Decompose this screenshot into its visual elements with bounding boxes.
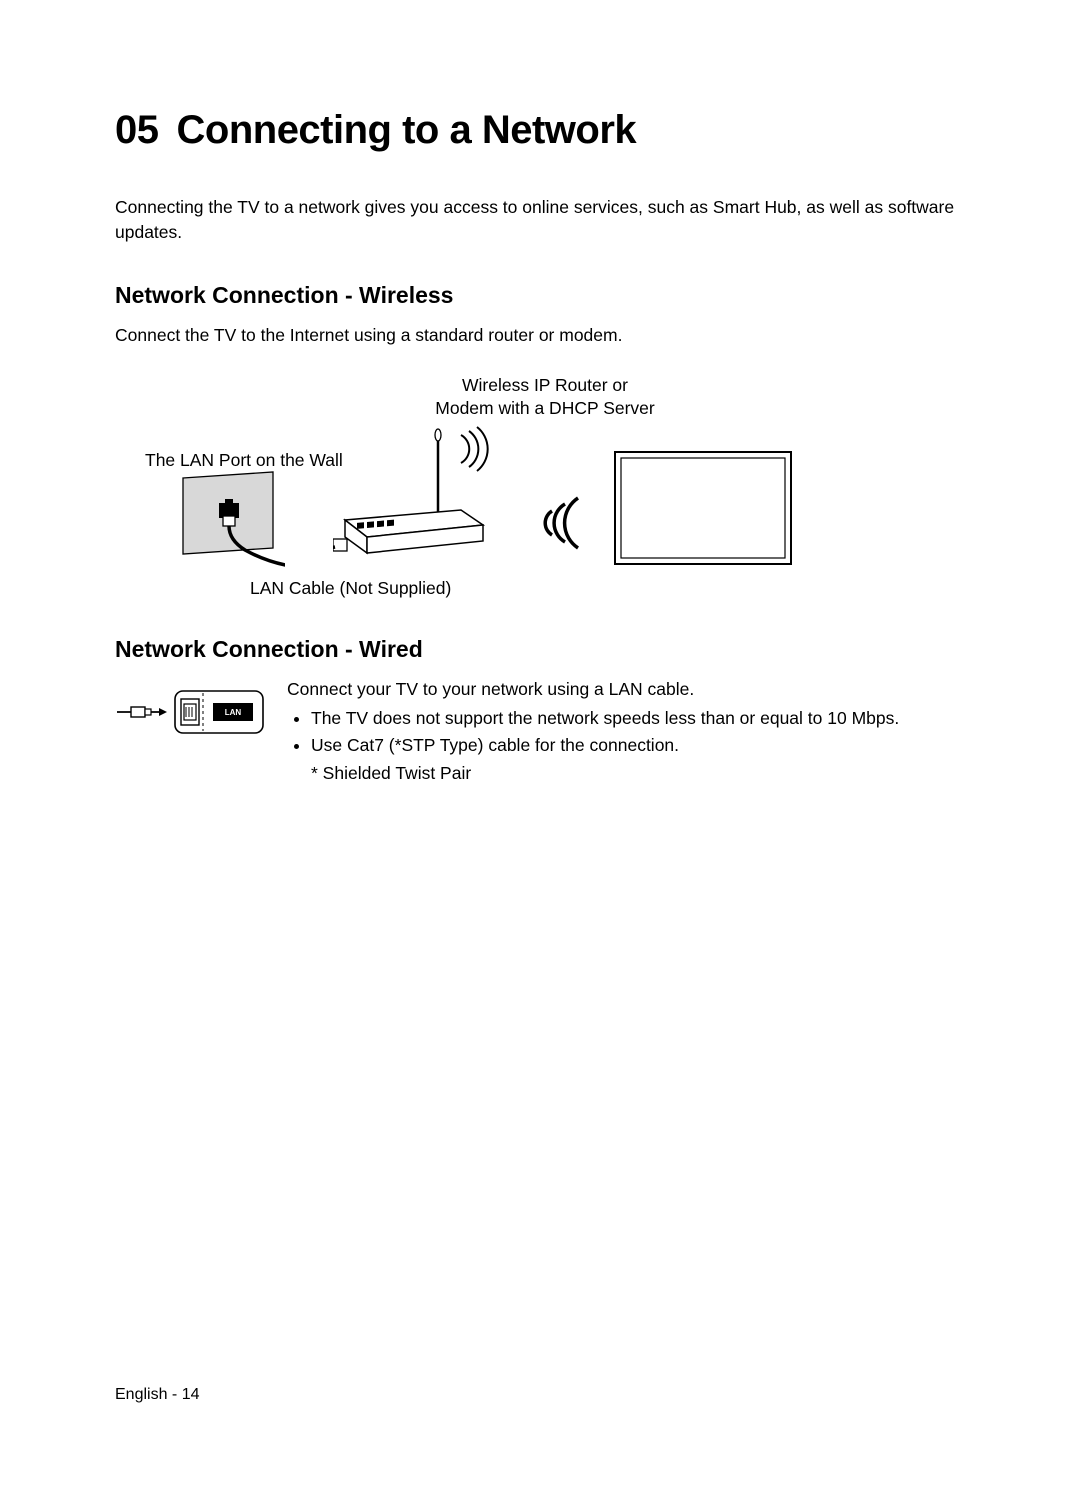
lan-port-illustration: LAN bbox=[115, 685, 265, 739]
page-footer: English - 14 bbox=[115, 1386, 200, 1404]
intro-paragraph: Connecting the TV to a network gives you… bbox=[115, 195, 965, 244]
wireless-signal-in-icon bbox=[532, 490, 588, 556]
chapter-number: 05 bbox=[115, 108, 159, 152]
wired-bullet-2: Use Cat7 (*STP Type) cable for the conne… bbox=[311, 733, 965, 758]
wired-body: Connect your TV to your network using a … bbox=[287, 677, 965, 702]
wireless-heading: Network Connection - Wireless bbox=[115, 282, 965, 309]
wired-bullet-1: The TV does not support the network spee… bbox=[311, 706, 965, 731]
lan-port-label: LAN bbox=[225, 708, 242, 717]
wall-caption: The LAN Port on the Wall bbox=[145, 450, 343, 471]
wireless-body: Connect the TV to the Internet using a s… bbox=[115, 323, 965, 348]
footer-page: 14 bbox=[182, 1386, 200, 1403]
router-caption-line2: Modem with a DHCP Server bbox=[435, 398, 654, 418]
router-caption-line1: Wireless IP Router or bbox=[462, 375, 628, 395]
wired-text-block: Connect your TV to your network using a … bbox=[287, 677, 965, 787]
chapter-title-text: Connecting to a Network bbox=[177, 108, 637, 152]
router-caption: Wireless IP Router or Modem with a DHCP … bbox=[375, 374, 715, 421]
wired-content-row: LAN Connect your TV to your network usin… bbox=[115, 677, 965, 787]
lan-cable-caption: LAN Cable (Not Supplied) bbox=[250, 578, 451, 599]
wired-footnote: * Shielded Twist Pair bbox=[287, 761, 965, 786]
footer-language: English bbox=[115, 1386, 167, 1403]
footer-sep: - bbox=[167, 1386, 181, 1403]
wall-port-illustration bbox=[175, 470, 285, 570]
wireless-signal-out-icon bbox=[455, 425, 503, 473]
tv-illustration bbox=[613, 450, 793, 566]
wired-heading: Network Connection - Wired bbox=[115, 636, 965, 663]
wireless-diagram: Wireless IP Router or Modem with a DHCP … bbox=[115, 370, 965, 606]
chapter-title: 05 Connecting to a Network bbox=[115, 108, 965, 153]
